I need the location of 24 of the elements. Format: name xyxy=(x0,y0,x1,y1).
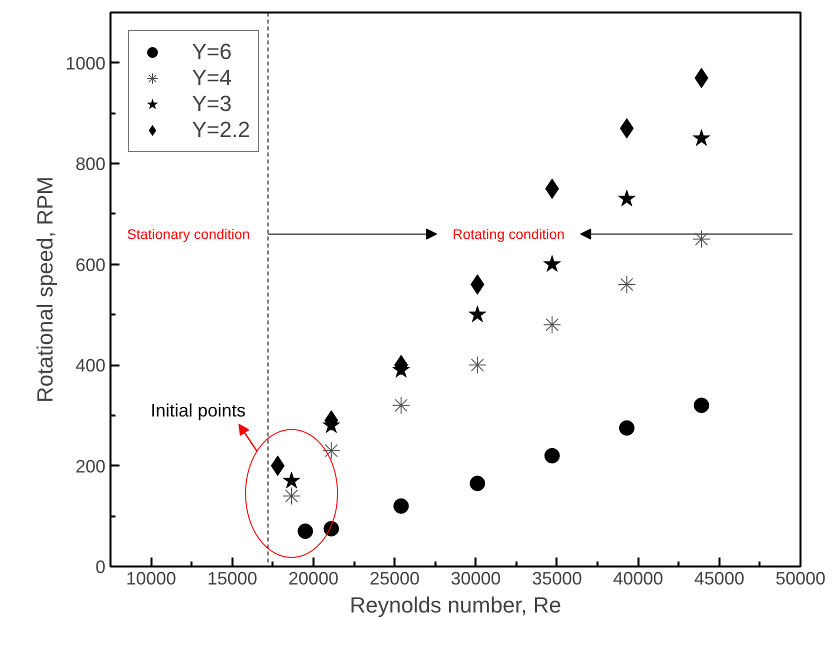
x-tick-label: 40000 xyxy=(613,568,664,588)
y-tick-label: 600 xyxy=(75,254,106,275)
annotation: Rotating condition xyxy=(452,226,565,242)
y-axis-title: Rotational speed, RPM xyxy=(32,176,58,403)
x-axis-title: Reynolds number, Re xyxy=(350,592,562,618)
annotation: Stationary condition xyxy=(126,226,250,242)
y-tick-label: 0 xyxy=(95,557,106,577)
y-tick-label: 800 xyxy=(75,154,106,174)
legend-label: Y=2.2 xyxy=(192,117,250,143)
legend-label: Y=4 xyxy=(192,65,232,91)
y-tick-label: 400 xyxy=(75,356,106,376)
y-tick-label: 1000 xyxy=(65,53,106,74)
x-tick-label: 45000 xyxy=(694,568,744,588)
x-tick-label: 10000 xyxy=(126,568,176,588)
y-tick-label: 200 xyxy=(75,456,106,476)
x-tick-label: 25000 xyxy=(370,568,420,588)
x-tick-label: 35000 xyxy=(532,568,582,588)
legend-label: Y=3 xyxy=(192,91,232,117)
legend-label: Y=6 xyxy=(192,39,232,65)
x-tick-label: 30000 xyxy=(450,568,501,588)
annotation: Initial points xyxy=(150,400,246,420)
x-tick-label: 15000 xyxy=(207,568,258,588)
x-tick-label: 20000 xyxy=(288,568,338,588)
x-tick-label: 50000 xyxy=(775,568,826,588)
